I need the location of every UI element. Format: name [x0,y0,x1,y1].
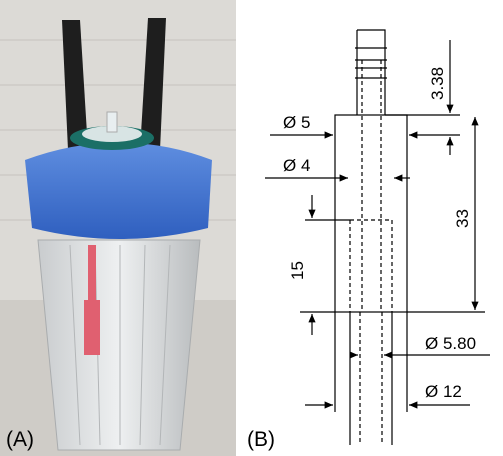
dimension-label: Ø 4 [283,156,310,175]
dimension-label: 15 [288,261,307,280]
technical-drawing [265,29,490,445]
photo [0,0,236,456]
panel-label: (A) [6,428,34,451]
dimension-label: Ø 5 [283,113,310,132]
dimension-label: 3.38 [428,67,447,100]
panel-label: (B) [247,428,275,451]
dimension-label: Ø 12 [425,382,462,401]
dimension-label: 33 [453,209,472,228]
dimension-label: Ø 5.80 [425,334,476,353]
